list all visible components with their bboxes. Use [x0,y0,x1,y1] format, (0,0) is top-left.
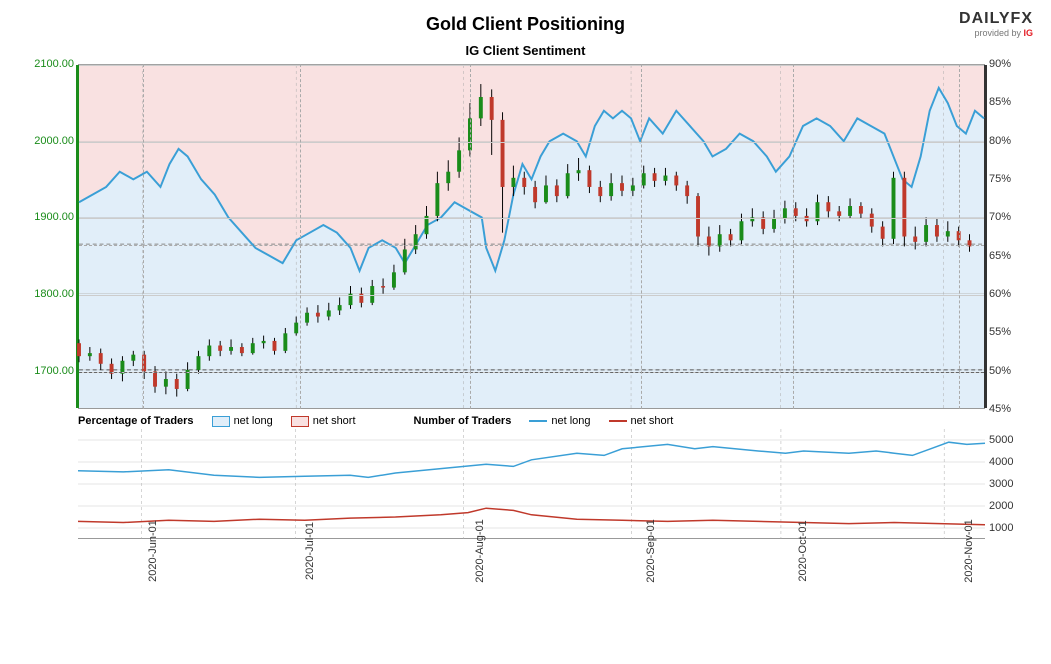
x-axis-label: 2020-Aug-01 [474,519,486,583]
y-right-label: 80% [989,135,1033,147]
legend-netshort-box: net short [291,415,356,427]
main-chart: 1700.001800.001900.002000.002100.0045%50… [18,64,1033,409]
lower-y-label: 5000 [989,434,1033,446]
y-left-label: 2100.00 [18,58,74,70]
y-right-label: 70% [989,211,1033,223]
legend-netlong-box: net long [212,415,273,427]
lower-y-label: 3000 [989,478,1033,490]
lower-y-label: 4000 [989,456,1033,468]
y-right-label: 75% [989,173,1033,185]
logo-text: DAILYFX [959,10,1033,28]
logo-subtitle: provided by IG [959,28,1033,38]
y-left-label: 1800.00 [18,288,74,300]
y-right-label: 55% [989,326,1033,338]
legend-pct-label: Percentage of Traders [78,415,194,427]
x-axis-labels: 2020-Jun-012020-Jul-012020-Aug-012020-Se… [18,543,1033,633]
chart-subtitle: IG Client Sentiment [8,43,1043,58]
y-left-label: 2000.00 [18,135,74,147]
y-right-label: 85% [989,96,1033,108]
y-right-label: 65% [989,250,1033,262]
logo: DAILYFX provided by IG [959,10,1033,38]
legend-num-label: Number of Traders [414,415,512,427]
lower-y-label: 2000 [989,500,1033,512]
y-right-label: 90% [989,58,1033,70]
y-right-label: 50% [989,365,1033,377]
x-axis-label: 2020-Jun-01 [147,520,159,582]
legend-netlong-line: net long [529,415,590,427]
main-chart-plot [78,64,985,409]
legend-netshort-line: net short [609,415,674,427]
y-right-label: 45% [989,403,1033,415]
lower-chart: 1000 2000 3000 4000 5000 [18,429,1033,539]
y-right-label: 60% [989,288,1033,300]
lower-chart-plot [78,429,985,539]
x-axis-label: 2020-Nov-01 [963,519,975,583]
lower-y-label: 1000 [989,522,1033,534]
x-axis-label: 2020-Jul-01 [304,522,316,580]
y-left-label: 1700.00 [18,365,74,377]
legend: Percentage of Traders net long net short… [78,415,1033,427]
y-left-label: 1900.00 [18,211,74,223]
x-axis-label: 2020-Oct-01 [797,520,809,581]
chart-title: Gold Client Positioning [8,14,1043,35]
x-axis-label: 2020-Sep-01 [645,519,657,583]
